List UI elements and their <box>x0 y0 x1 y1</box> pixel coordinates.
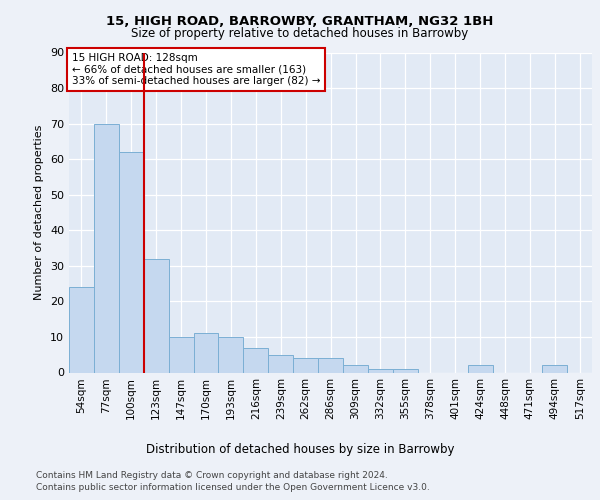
Y-axis label: Number of detached properties: Number of detached properties <box>34 125 44 300</box>
Bar <box>218 337 244 372</box>
Bar <box>368 369 393 372</box>
Bar <box>393 369 418 372</box>
Bar <box>69 287 94 372</box>
Bar <box>119 152 144 372</box>
Bar <box>94 124 119 372</box>
Bar <box>293 358 318 372</box>
Bar <box>318 358 343 372</box>
Text: Contains public sector information licensed under the Open Government Licence v3: Contains public sector information licen… <box>36 483 430 492</box>
Bar <box>144 258 169 372</box>
Text: Size of property relative to detached houses in Barrowby: Size of property relative to detached ho… <box>131 27 469 40</box>
Bar <box>467 366 493 372</box>
Bar <box>169 337 194 372</box>
Bar <box>194 334 218 372</box>
Text: Contains HM Land Registry data © Crown copyright and database right 2024.: Contains HM Land Registry data © Crown c… <box>36 471 388 480</box>
Text: Distribution of detached houses by size in Barrowby: Distribution of detached houses by size … <box>146 442 454 456</box>
Text: 15, HIGH ROAD, BARROWBY, GRANTHAM, NG32 1BH: 15, HIGH ROAD, BARROWBY, GRANTHAM, NG32 … <box>106 15 494 28</box>
Bar <box>542 366 567 372</box>
Text: 15 HIGH ROAD: 128sqm
← 66% of detached houses are smaller (163)
33% of semi-deta: 15 HIGH ROAD: 128sqm ← 66% of detached h… <box>71 53 320 86</box>
Bar <box>268 354 293 372</box>
Bar <box>244 348 268 372</box>
Bar <box>343 366 368 372</box>
